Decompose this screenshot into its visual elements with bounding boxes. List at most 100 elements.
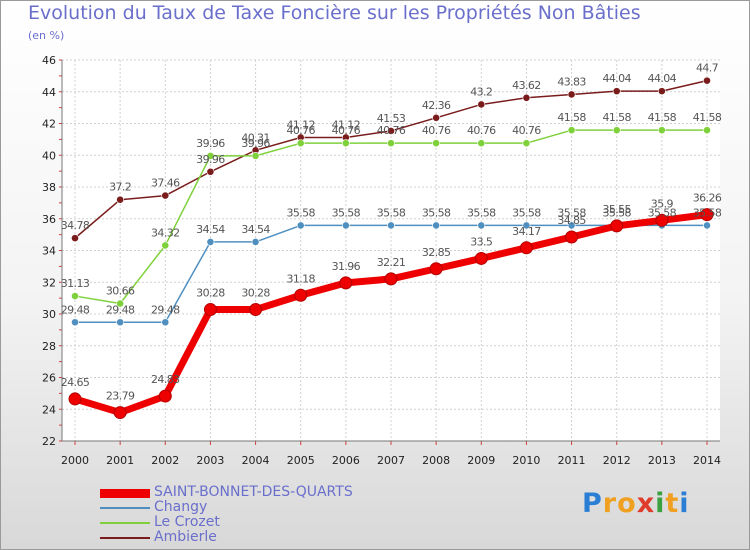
data-label: 29.48 [151, 303, 180, 316]
data-label: 41.53 [377, 112, 406, 125]
data-point [522, 139, 531, 148]
x-tick-label: 2014 [693, 454, 721, 467]
data-point [161, 191, 170, 200]
data-point [477, 139, 486, 148]
logo-letter: o [617, 488, 637, 519]
y-tick-label: 26 [42, 372, 56, 385]
data-label: 35.9 [651, 197, 674, 210]
data-label: 43.83 [557, 75, 586, 88]
data-point [71, 318, 79, 327]
data-point [703, 221, 711, 230]
y-tick-label: 36 [42, 213, 56, 226]
logo-letter: i [655, 488, 666, 519]
x-tick-label: 2007 [377, 454, 405, 467]
data-point [477, 100, 486, 109]
data-point [206, 167, 215, 176]
proxiti-logo: Proxiti [582, 488, 690, 519]
data-point [161, 241, 170, 250]
data-point [612, 87, 621, 96]
data-point [71, 292, 79, 300]
y-tick-label: 42 [42, 118, 56, 131]
x-tick-label: 2002 [151, 454, 179, 467]
data-label: 44.04 [602, 72, 631, 85]
data-label: 34.78 [61, 219, 90, 232]
data-point [657, 87, 666, 96]
data-point [703, 126, 711, 135]
data-label: 39.96 [241, 137, 270, 150]
legend-label: Le Crozet [154, 514, 220, 530]
x-tick-label: 2011 [558, 454, 586, 467]
data-label: 35.58 [512, 206, 541, 219]
data-point [567, 90, 576, 99]
data-point [113, 406, 127, 420]
data-point [384, 272, 398, 286]
series-group [68, 76, 714, 420]
data-label: 35.58 [422, 206, 451, 219]
data-label: 35.58 [286, 206, 315, 219]
data-label: 44.04 [648, 72, 677, 85]
data-point [206, 151, 215, 160]
data-label: 40.76 [512, 124, 541, 137]
logo-letter: x [636, 488, 656, 519]
data-point [612, 126, 621, 135]
x-tick-label: 2000 [61, 454, 89, 467]
data-label: 34.85 [557, 214, 586, 227]
data-label: 37.46 [151, 177, 180, 190]
x-tick-label: 2004 [242, 454, 270, 467]
data-point [522, 221, 531, 230]
data-point [251, 238, 260, 246]
x-tick-label: 2005 [287, 454, 315, 467]
data-point [203, 303, 217, 317]
legend-swatch [100, 537, 150, 539]
data-point [158, 389, 172, 403]
data-point [341, 221, 350, 230]
data-label: 41.58 [557, 111, 586, 124]
legend-label: SAINT-BONNET-DES-QUARTS [154, 484, 353, 500]
data-point [161, 318, 170, 327]
data-label: 41.12 [286, 118, 315, 131]
data-label: 23.79 [106, 390, 135, 403]
data-label: 43.2 [470, 85, 492, 98]
x-tick-label: 2012 [603, 454, 631, 467]
data-point [655, 213, 669, 227]
data-label: 41.58 [648, 111, 677, 124]
x-tick-label: 2006 [332, 454, 360, 467]
data-label: 40.76 [286, 124, 315, 137]
data-label: 35.58 [332, 206, 361, 219]
x-tick-label: 2010 [512, 454, 540, 467]
data-point [432, 139, 441, 148]
data-label: 30.28 [196, 287, 225, 300]
data-point [700, 208, 714, 222]
data-label: 24.83 [151, 373, 180, 386]
data-label: 40.76 [467, 124, 496, 137]
data-point [116, 318, 125, 327]
data-point [206, 238, 215, 246]
data-label: 40.31 [241, 131, 270, 144]
legend-label: Ambierle [154, 529, 217, 545]
chart-title: Evolution du Taux de Taxe Foncière sur l… [28, 2, 641, 24]
data-point [429, 262, 443, 276]
data-point [657, 126, 666, 135]
y-tick-label: 22 [42, 435, 56, 448]
legend-swatch [100, 522, 150, 524]
data-label: 24.65 [61, 376, 90, 389]
data-label: 31.18 [286, 272, 315, 285]
y-tick-label: 40 [42, 149, 56, 162]
data-point [477, 221, 486, 230]
logo-letter: r [602, 488, 618, 519]
data-label: 31.96 [332, 260, 361, 273]
data-point [432, 221, 441, 230]
data-point [296, 221, 305, 230]
data-point [387, 221, 395, 230]
data-label: 40.76 [422, 124, 451, 137]
x-tick-label: 2001 [106, 454, 134, 467]
data-label: 32.21 [377, 256, 406, 269]
data-label: 36.26 [693, 192, 722, 205]
data-point [339, 276, 353, 290]
data-label: 44.7 [696, 62, 719, 75]
data-point [116, 195, 125, 204]
data-point [71, 234, 79, 243]
data-point [294, 288, 308, 302]
data-point [567, 126, 576, 135]
